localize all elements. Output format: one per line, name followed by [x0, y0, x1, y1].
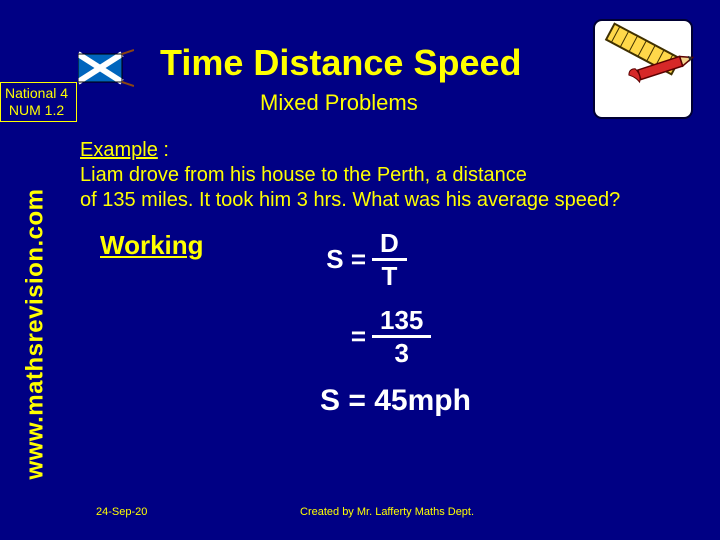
fraction-1-num: D [372, 230, 407, 258]
fraction-2-num: 135 [372, 307, 431, 335]
example-label: Example [80, 139, 158, 161]
example-colon: : [158, 139, 169, 161]
sidebar-url: www.mathsrevision.com [22, 188, 50, 479]
example-block: Example : Liam drove from his house to t… [80, 138, 620, 213]
working-heading: Working [100, 230, 204, 261]
formula-answer: S = 45mph [320, 384, 471, 418]
example-line-1: Liam drove from his house to the Perth, … [80, 164, 527, 186]
formula-row-2: = 135 3 [320, 307, 471, 366]
formula-row-1: S = D T [320, 230, 471, 289]
ruler-pencil-icon [588, 14, 698, 129]
formula-lhs-2: = [320, 321, 366, 352]
fraction-2-den: 3 [386, 338, 416, 366]
page-subtitle: Mixed Problems [260, 90, 418, 116]
fraction-1: D T [372, 230, 407, 289]
page-title: Time Distance Speed [160, 42, 521, 84]
badge-line-2: NUM 1.2 [5, 102, 68, 119]
footer-credit: Created by Mr. Lafferty Maths Dept. [300, 506, 474, 518]
scotland-flag-icon [78, 48, 134, 93]
level-badge: National 4 NUM 1.2 [0, 82, 77, 122]
formula-lhs-1: S = [320, 244, 366, 275]
formula-block: S = D T = 135 3 S = 45mph [320, 230, 471, 436]
badge-line-1: National 4 [5, 85, 68, 102]
fraction-2: 135 3 [372, 307, 431, 366]
footer-date: 24-Sep-20 [96, 506, 147, 518]
fraction-1-den: T [373, 261, 405, 289]
example-line-2: of 135 miles. It took him 3 hrs. What wa… [80, 189, 620, 211]
